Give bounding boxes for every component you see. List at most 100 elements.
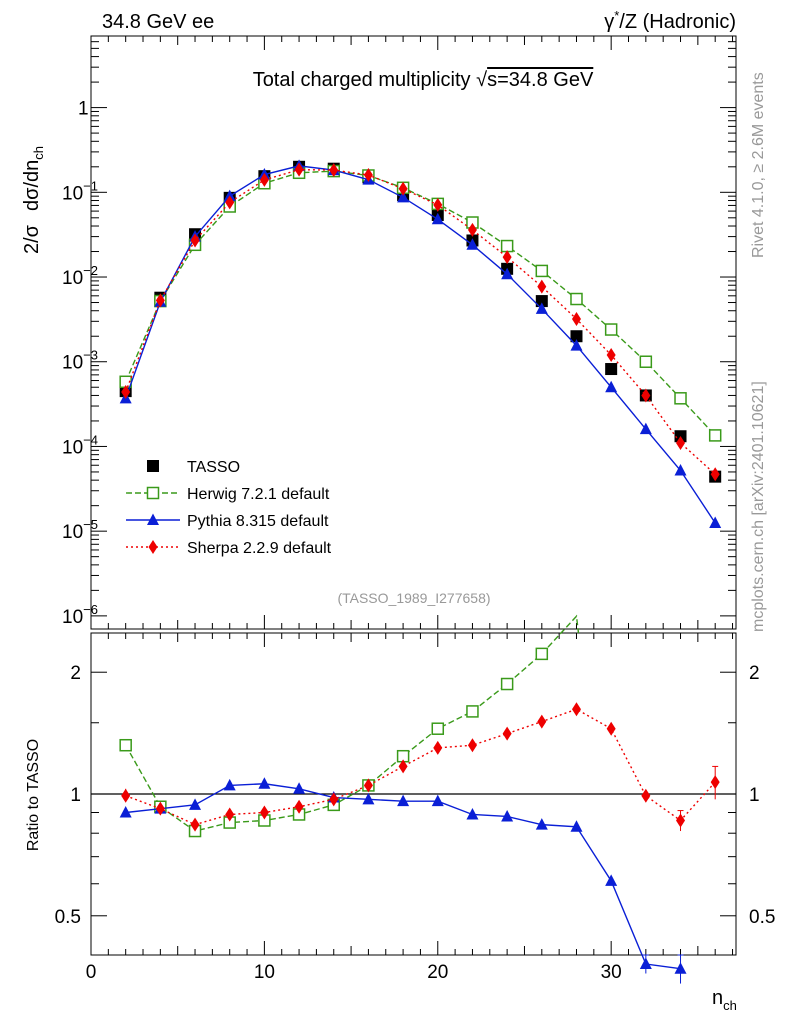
ratio-point-sherpa	[225, 807, 235, 822]
header-right: γ*/Z (Hadronic)	[604, 8, 736, 33]
ratio-point-sherpa	[537, 714, 547, 729]
ratio-series-pythia	[119, 777, 687, 974]
series-pythia	[119, 159, 722, 528]
point-sherpa	[329, 163, 339, 178]
x-tick-label: 10	[254, 962, 275, 983]
ratio-line-herwig	[125, 614, 580, 832]
point-pythia	[397, 190, 410, 203]
point-herwig	[708, 429, 722, 442]
legend-marker-sherpa	[148, 540, 158, 554]
main-y-tick-label: 10−6	[62, 602, 98, 628]
point-sherpa	[294, 162, 304, 177]
point-sherpa	[710, 467, 720, 482]
main-y-tick-label: 1	[78, 99, 89, 120]
main-y-tick-label: 10−1	[62, 178, 98, 204]
ratio-point-pythia	[258, 777, 271, 789]
rivet-label: Rivet 4.1.0, ≥ 2.6M events	[750, 72, 767, 258]
ratio-point-pythia	[362, 792, 375, 805]
ratio-point-sherpa	[155, 801, 165, 816]
header-left: 34.8 GeV ee	[102, 11, 214, 33]
ratio-y-tick-label: 1	[70, 785, 81, 806]
ratio-point-sherpa	[294, 799, 304, 814]
point-herwig	[674, 392, 687, 405]
plot-title: Total charged multiplicity √s=34.8 GeV	[253, 69, 594, 91]
legend-item-pythia: Pythia 8.315 default	[126, 513, 329, 530]
main-y-label: 2/σdσ/dnch	[21, 146, 46, 254]
ratio-y-tick-label: 0.5	[55, 907, 81, 928]
point-pythia	[709, 516, 722, 528]
x-axis-label: nch	[712, 987, 737, 1013]
ratio-point-sherpa	[571, 702, 581, 717]
point-data	[535, 295, 548, 308]
ratio-point-sherpa	[502, 726, 512, 741]
ratio-point-pythia	[535, 818, 548, 830]
legend-label-herwig: Herwig 7.2.1 default	[187, 486, 330, 503]
series-sherpa	[121, 162, 720, 482]
main-y-tick-label: 10−5	[62, 517, 98, 543]
point-pythia	[501, 267, 514, 280]
x-tick-label: 0	[86, 962, 97, 983]
ratio-point-sherpa	[259, 805, 269, 820]
series-line-sherpa	[125, 168, 716, 475]
point-herwig	[570, 292, 583, 306]
point-data	[570, 330, 583, 343]
ratio-line-pythia	[125, 783, 681, 970]
legend-item-data: TASSO	[147, 459, 240, 476]
ratio-point-pythia	[397, 794, 410, 807]
point-sherpa	[641, 388, 651, 403]
point-sherpa	[433, 197, 443, 212]
ratio-series	[119, 614, 720, 984]
main-y-tick-label: 10−3	[62, 348, 98, 374]
point-pythia	[431, 212, 444, 225]
point-pythia	[466, 238, 479, 250]
point-herwig	[500, 239, 514, 253]
point-data	[605, 363, 618, 376]
point-sherpa	[363, 168, 373, 183]
ratio-point-herwig	[431, 722, 445, 735]
x-tick-label: 30	[601, 962, 622, 983]
ratio-point-herwig	[500, 677, 514, 691]
ratio-series-herwig	[119, 614, 580, 838]
point-herwig	[639, 355, 653, 368]
legend-marker-herwig	[146, 486, 160, 500]
ratio-point-sherpa	[190, 817, 200, 832]
ratio-y-label: Ratio to TASSO	[25, 739, 42, 851]
analysis-watermark: (TASSO_1989_I277658)	[337, 590, 490, 606]
ratio-point-sherpa	[606, 721, 616, 736]
main-panel-frame	[90, 35, 737, 630]
legend: TASSO Herwig 7.2.1 default Pythia 8.315 de…	[126, 459, 332, 557]
ratio-series-sherpa	[121, 702, 720, 832]
point-herwig	[604, 323, 618, 336]
legend-item-herwig: Herwig 7.2.1 default	[126, 486, 330, 503]
ratio-point-pythia	[189, 798, 202, 810]
ratio-axes: 0.5 0.5 1 1 2 2	[55, 663, 776, 928]
ratio-point-sherpa	[363, 778, 373, 793]
ratio-y-tick-label: 2	[70, 663, 81, 684]
ratio-line-sherpa	[125, 708, 716, 826]
ratio-point-herwig	[535, 647, 549, 661]
ratio-point-pythia	[466, 807, 479, 820]
main-axes: 10−610−510−410−310−210−110 10 20 30	[62, 36, 736, 983]
legend-item-sherpa: Sherpa 2.2.9 default	[126, 540, 332, 557]
ratio-point-sherpa	[398, 759, 408, 774]
point-pythia	[639, 422, 652, 435]
ratio-point-sherpa	[467, 738, 477, 753]
ratio-point-pythia	[293, 782, 306, 794]
ratio-y-tick-label-right: 0.5	[749, 907, 775, 928]
legend-label-data: TASSO	[187, 459, 240, 476]
ratio-point-sherpa	[329, 792, 339, 807]
ratio-point-sherpa	[641, 788, 651, 803]
ratio-point-herwig	[119, 738, 132, 752]
x-tick-label: 20	[427, 962, 448, 983]
ratio-point-herwig	[466, 705, 479, 718]
main-y-tick-label: 10−2	[62, 263, 98, 289]
point-pythia	[570, 339, 583, 351]
legend-marker-data	[147, 460, 159, 472]
point-pythia	[605, 380, 618, 393]
point-sherpa	[676, 435, 686, 450]
ratio-point-pythia	[605, 874, 618, 886]
point-sherpa	[398, 181, 408, 196]
point-sherpa	[502, 250, 512, 265]
point-sherpa	[467, 222, 477, 237]
